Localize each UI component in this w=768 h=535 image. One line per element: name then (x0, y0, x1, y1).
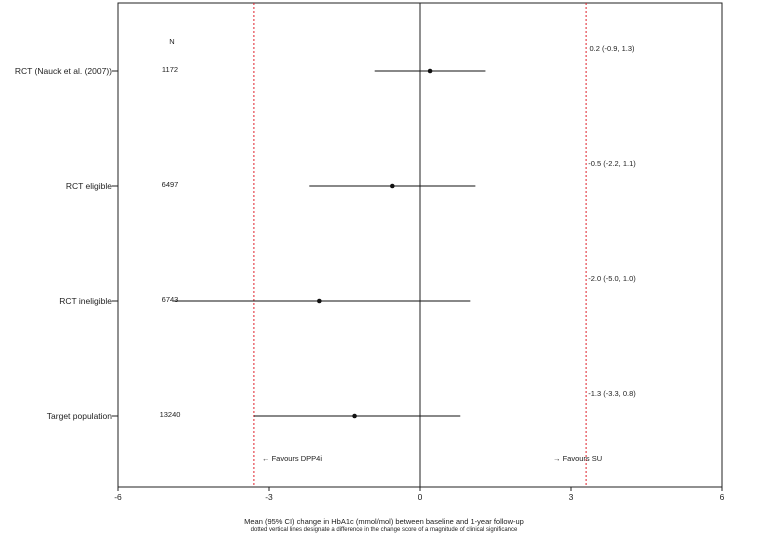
row-n-value: 1172 (162, 65, 178, 74)
forest-row: RCT eligible 6497 -0.5 (-2.2, 1.1) (66, 159, 636, 191)
figure-caption: dotted vertical lines designate a differ… (250, 527, 518, 533)
ci-text: 0.2 (-0.9, 1.3) (589, 44, 635, 53)
x-tick-label: 3 (569, 492, 574, 502)
point-estimate (427, 68, 433, 74)
row-label: Target population (47, 411, 112, 421)
x-tick-label: -3 (265, 492, 273, 502)
x-axis: -6 -3 0 3 6 (114, 487, 725, 502)
n-column-header: N (169, 37, 174, 46)
forest-rows: RCT (Nauck et al. (2007)) 1172 0.2 (-0.9, … (15, 44, 636, 421)
row-label: RCT (Nauck et al. (2007)) (15, 66, 112, 76)
forest-row: RCT ineligible 6743 -2.0 (-5.0, 1.0) (59, 274, 636, 306)
point-estimate (390, 183, 395, 189)
forest-row: RCT (Nauck et al. (2007)) 1172 0.2 (-0.9, … (15, 44, 635, 76)
forest-row: Target population 13240 -1.3 (-3.3, 0.8) (47, 389, 636, 421)
ci-text: -1.3 (-3.3, 0.8) (588, 389, 636, 398)
point-estimate (317, 298, 322, 304)
x-tick-label: 0 (418, 492, 423, 502)
x-axis-label: Mean (95% CI) change in HbA1c (mmol/mol)… (244, 517, 524, 526)
x-tick-label: -6 (114, 492, 122, 502)
row-n-value: 6743 (162, 295, 179, 304)
ci-text: -0.5 (-2.2, 1.1) (588, 159, 636, 168)
favours-dpp4i-annotation: ← Favours DPP4i (262, 454, 322, 463)
point-estimate (352, 413, 357, 419)
favours-su-annotation: → Favours SU (553, 454, 602, 463)
row-n-value: 6497 (162, 180, 179, 189)
ci-text: -2.0 (-5.0, 1.0) (588, 274, 636, 283)
row-n-value: 13240 (160, 410, 181, 419)
row-label: RCT eligible (66, 181, 112, 191)
row-label: RCT ineligible (59, 296, 112, 306)
reference-lines (253, 3, 587, 487)
x-tick-label: 6 (720, 492, 725, 502)
